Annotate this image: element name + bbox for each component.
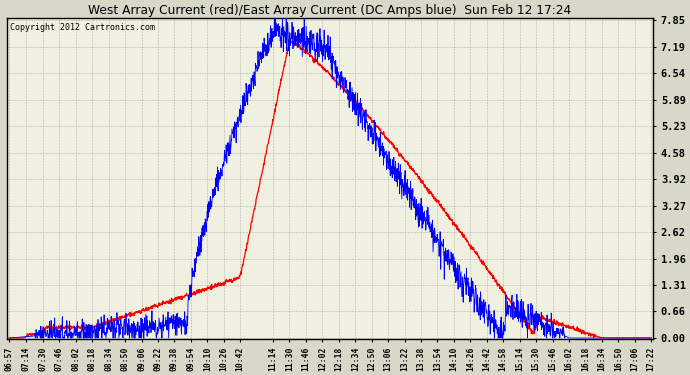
Text: Copyright 2012 Cartronics.com: Copyright 2012 Cartronics.com xyxy=(10,23,155,32)
Title: West Array Current (red)/East Array Current (DC Amps blue)  Sun Feb 12 17:24: West Array Current (red)/East Array Curr… xyxy=(88,4,572,17)
